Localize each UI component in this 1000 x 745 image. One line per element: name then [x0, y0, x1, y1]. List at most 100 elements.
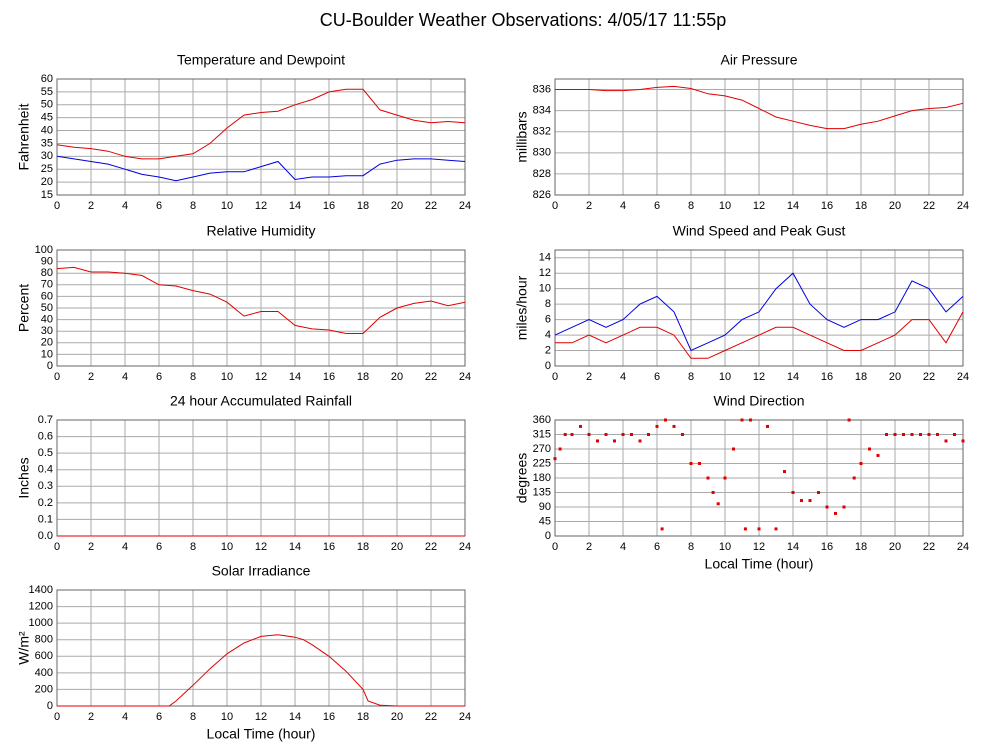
x-tick-label: 2: [586, 371, 592, 383]
x-tick-label: 8: [688, 200, 694, 212]
y-tick-label: 135: [533, 486, 551, 498]
data-point: [638, 439, 642, 443]
x-tick-label: 20: [391, 541, 403, 553]
plot-frame: [554, 249, 964, 367]
y-tick-label: 315: [533, 428, 551, 440]
y-tick-label: 15: [41, 189, 53, 201]
data-point: [783, 470, 786, 474]
y-tick-label: 0: [47, 360, 53, 372]
x-tick-label: 16: [821, 541, 833, 553]
data-point: [791, 491, 795, 494]
x-tick-label: 16: [821, 371, 833, 383]
y-axis-label: Percent: [16, 284, 32, 332]
y-tick-label: 80: [41, 267, 53, 279]
data-point: [902, 433, 905, 436]
x-tick-label: 20: [391, 200, 403, 212]
data-point: [944, 439, 948, 443]
y-tick-label: 1400: [29, 584, 53, 596]
y-tick-label: 600: [35, 650, 53, 662]
data-line: [555, 311, 964, 359]
x-tick-label: 18: [357, 200, 369, 212]
x-tick-label: 18: [357, 711, 369, 723]
x-tick-label: 6: [156, 541, 162, 553]
x-tick-label: 8: [190, 711, 196, 723]
x-tick-label: 22: [923, 200, 935, 212]
data-point: [859, 462, 863, 465]
y-axis-label: Inches: [16, 457, 32, 498]
plot-frame: [56, 589, 466, 707]
plot-frame: [554, 78, 964, 196]
y-tick-label: 35: [41, 137, 53, 149]
x-tick-label: 16: [323, 371, 335, 383]
x-tick-label: 0: [552, 371, 558, 383]
y-tick-label: 400: [35, 667, 53, 679]
data-point: [706, 476, 710, 480]
x-tick-label: 12: [255, 200, 267, 212]
y-tick-label: 40: [41, 314, 53, 326]
data-point: [655, 424, 659, 428]
data-point: [604, 433, 608, 436]
x-tick-label: 0: [552, 541, 558, 553]
y-tick-label: 4: [545, 329, 551, 341]
data-point: [613, 439, 616, 443]
y-tick-label: 0.2: [38, 497, 53, 509]
data-line: [56, 88, 466, 160]
data-line: [56, 155, 466, 182]
x-tick-label: 0: [54, 200, 60, 212]
data-point: [885, 433, 888, 436]
data-point: [689, 462, 693, 465]
data-point: [847, 418, 851, 422]
y-tick-label: 0.1: [38, 513, 53, 525]
y-tick-label: 225: [533, 457, 551, 469]
y-tick-label: 360: [533, 414, 551, 426]
data-point: [919, 433, 922, 436]
panel-title: 24 hour Accumulated Rainfall: [170, 393, 352, 409]
data-point: [834, 511, 837, 515]
panel-title: Solar Irradiance: [212, 563, 311, 579]
x-tick-label: 18: [357, 541, 369, 553]
x-tick-label: 8: [190, 541, 196, 553]
x-tick-label: 4: [620, 200, 626, 212]
y-tick-label: 12: [539, 267, 551, 279]
y-axis-label: degrees: [514, 453, 530, 504]
y-tick-label: 0: [545, 360, 551, 372]
panel-title: Air Pressure: [720, 52, 797, 68]
x-tick-label: 24: [459, 711, 471, 723]
x-tick-label: 10: [221, 371, 233, 383]
y-tick-label: 10: [41, 348, 53, 360]
x-tick-label: 8: [688, 541, 694, 553]
x-tick-label: 22: [425, 541, 437, 553]
x-tick-label: 2: [586, 541, 592, 553]
y-tick-label: 45: [539, 515, 551, 527]
y-tick-label: 8: [545, 298, 551, 310]
y-tick-label: 270: [533, 443, 551, 455]
data-point: [817, 491, 820, 494]
y-tick-label: 20: [41, 176, 53, 188]
data-point: [825, 505, 829, 509]
x-tick-label: 10: [719, 200, 731, 212]
data-point: [596, 439, 599, 443]
x-tick-label: 24: [957, 541, 969, 553]
y-axis-label: W/m²: [16, 631, 32, 665]
x-tick-label: 4: [620, 541, 626, 553]
data-point: [808, 499, 812, 503]
x-tick-label: 2: [88, 541, 94, 553]
y-tick-label: 55: [41, 86, 53, 98]
x-tick-label: 0: [54, 371, 60, 383]
x-tick-label: 6: [156, 371, 162, 383]
plot-frame: [56, 249, 466, 367]
y-tick-label: 90: [41, 256, 53, 268]
x-tick-label: 20: [889, 200, 901, 212]
data-point: [927, 433, 931, 436]
x-tick-label: 6: [654, 371, 660, 383]
data-point: [936, 433, 939, 436]
y-tick-label: 30: [41, 150, 53, 162]
y-tick-label: 0.4: [38, 464, 53, 476]
x-tick-label: 20: [391, 711, 403, 723]
y-tick-label: 60: [41, 290, 53, 302]
x-tick-label: 2: [586, 200, 592, 212]
y-axis-label: Fahrenheit: [16, 103, 32, 170]
x-tick-label: 4: [122, 200, 128, 212]
y-tick-label: 40: [41, 124, 53, 136]
y-tick-label: 30: [41, 325, 53, 337]
